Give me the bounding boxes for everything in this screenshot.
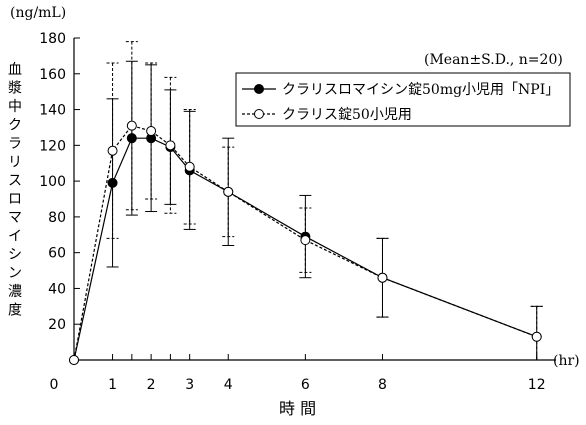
data-point <box>184 161 195 172</box>
y-axis-title-char: シ <box>8 247 22 263</box>
y-axis-title-char: マ <box>8 210 22 226</box>
x-tick-label: 6 <box>301 377 310 393</box>
y-axis-title-char: リ <box>8 155 22 171</box>
y-axis-title-char: 血 <box>8 62 22 78</box>
y-axis-title-char: 濃 <box>8 284 22 300</box>
y-axis-title-char: 中 <box>8 99 22 115</box>
data-point <box>165 140 176 151</box>
x-tick-label: 0 <box>50 377 59 393</box>
legend-label: クラリスロマイシン錠50mg小児用「NPI」 <box>282 82 559 98</box>
data-point <box>107 145 118 156</box>
y-axis-title-char: 度 <box>8 303 22 319</box>
y-tick-label: 100 <box>39 174 66 190</box>
data-point <box>531 331 542 342</box>
y-tick-label: 80 <box>48 210 66 226</box>
legend-label: クラリス錠50小児用 <box>282 107 412 123</box>
data-point <box>223 186 234 197</box>
data-point <box>146 126 157 137</box>
x-tick-label: 3 <box>185 377 194 393</box>
series-line <box>73 137 537 361</box>
x-tick-label: 1 <box>108 377 117 393</box>
legend-box <box>235 72 571 127</box>
y-axis-title-char: ク <box>8 118 22 134</box>
y-tick-label: 20 <box>48 317 66 333</box>
y-axis-title-char: イ <box>8 229 22 245</box>
legend: クラリスロマイシン錠50mg小児用「NPI」クラリス錠50小児用 <box>235 72 571 127</box>
legend-marker <box>254 109 264 119</box>
y-tick-label: 60 <box>48 246 66 262</box>
plot-area <box>69 41 543 365</box>
y-axis-title-char: ス <box>8 173 22 189</box>
x-axis-title: 時 間 <box>279 399 316 418</box>
x-tick-label: 2 <box>147 377 156 393</box>
x-unit-label: (hr) <box>553 353 580 369</box>
y-axis-title-char: ロ <box>8 192 22 208</box>
y-axis-title-char: ン <box>8 266 22 282</box>
data-point <box>300 235 311 246</box>
data-point <box>377 272 388 283</box>
data-point <box>69 355 79 365</box>
series-2 <box>69 41 543 365</box>
x-tick-label: 8 <box>378 377 387 393</box>
data-point <box>126 120 137 131</box>
y-tick-label: 140 <box>39 103 66 119</box>
y-tick-label: 180 <box>39 31 66 47</box>
y-tick-label: 120 <box>39 138 66 154</box>
y-axis-title-char: 漿 <box>8 81 22 97</box>
x-tick-label: 4 <box>224 377 233 393</box>
y-unit-label: (ng/mL) <box>10 5 66 21</box>
annotation-mean-sd: (Mean±S.D., n=20) <box>424 52 563 68</box>
y-tick-label: 40 <box>48 281 66 297</box>
legend-marker <box>254 84 264 94</box>
x-tick-label: 12 <box>528 377 546 393</box>
y-axis-title-char: ラ <box>8 136 22 152</box>
y-tick-label: 160 <box>39 67 66 83</box>
series-line <box>73 124 537 361</box>
